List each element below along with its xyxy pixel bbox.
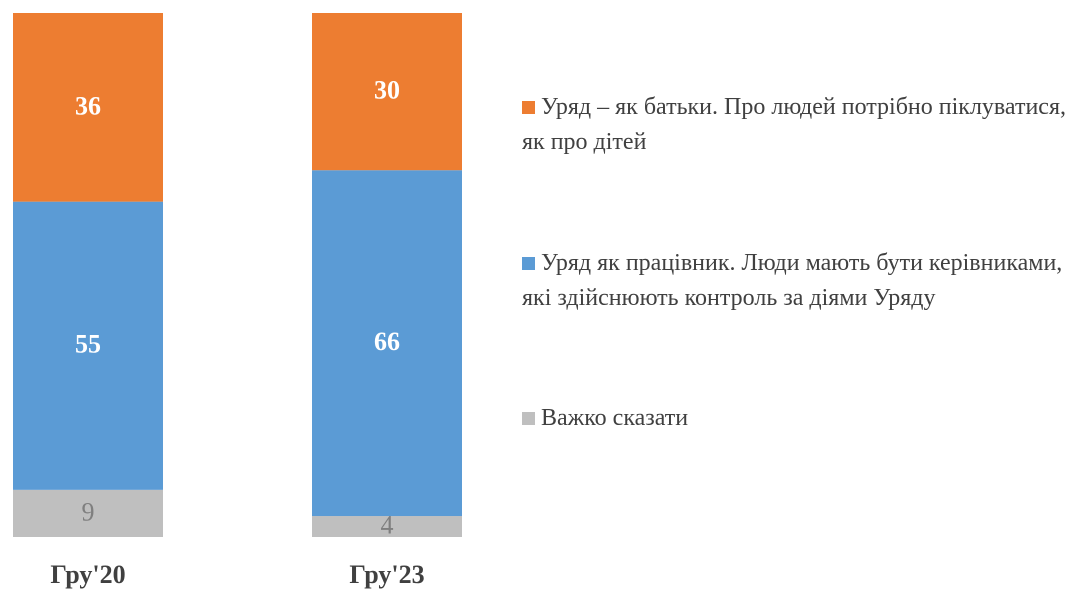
value-label: 9 <box>82 497 95 526</box>
value-label: 4 <box>381 510 394 539</box>
legend-label: Важко сказати <box>541 405 689 431</box>
bar-segment <box>13 489 163 537</box>
legend-key <box>522 412 535 425</box>
legend-key <box>522 101 535 114</box>
legend-entry: Уряд – як батьки. Про людей потрібно пік… <box>522 90 1077 160</box>
bar-segment <box>13 13 163 202</box>
bar-segment <box>312 516 462 537</box>
legend-label: Уряд як працівник. Люди мають бути керів… <box>522 250 1063 311</box>
bar-segment <box>13 201 163 490</box>
bar-segment <box>312 13 462 171</box>
legend-label: Уряд – як батьки. Про людей потрібно пік… <box>522 94 1066 155</box>
legend-entry: Уряд як працівник. Люди мають бути керів… <box>522 246 1077 316</box>
bar-segment <box>312 170 462 517</box>
value-label: 55 <box>75 330 101 359</box>
legend-key <box>522 257 535 270</box>
legend-entry: Важко сказати <box>522 401 1077 436</box>
value-label: 66 <box>374 327 400 356</box>
value-label: 30 <box>374 76 400 105</box>
chart: 9 55 36 Гру'20 4 66 30 Гру'23 <box>13 13 462 589</box>
category-label: Гру'23 <box>349 560 424 589</box>
category-label: Гру'20 <box>50 560 125 589</box>
value-label: 36 <box>75 91 101 120</box>
